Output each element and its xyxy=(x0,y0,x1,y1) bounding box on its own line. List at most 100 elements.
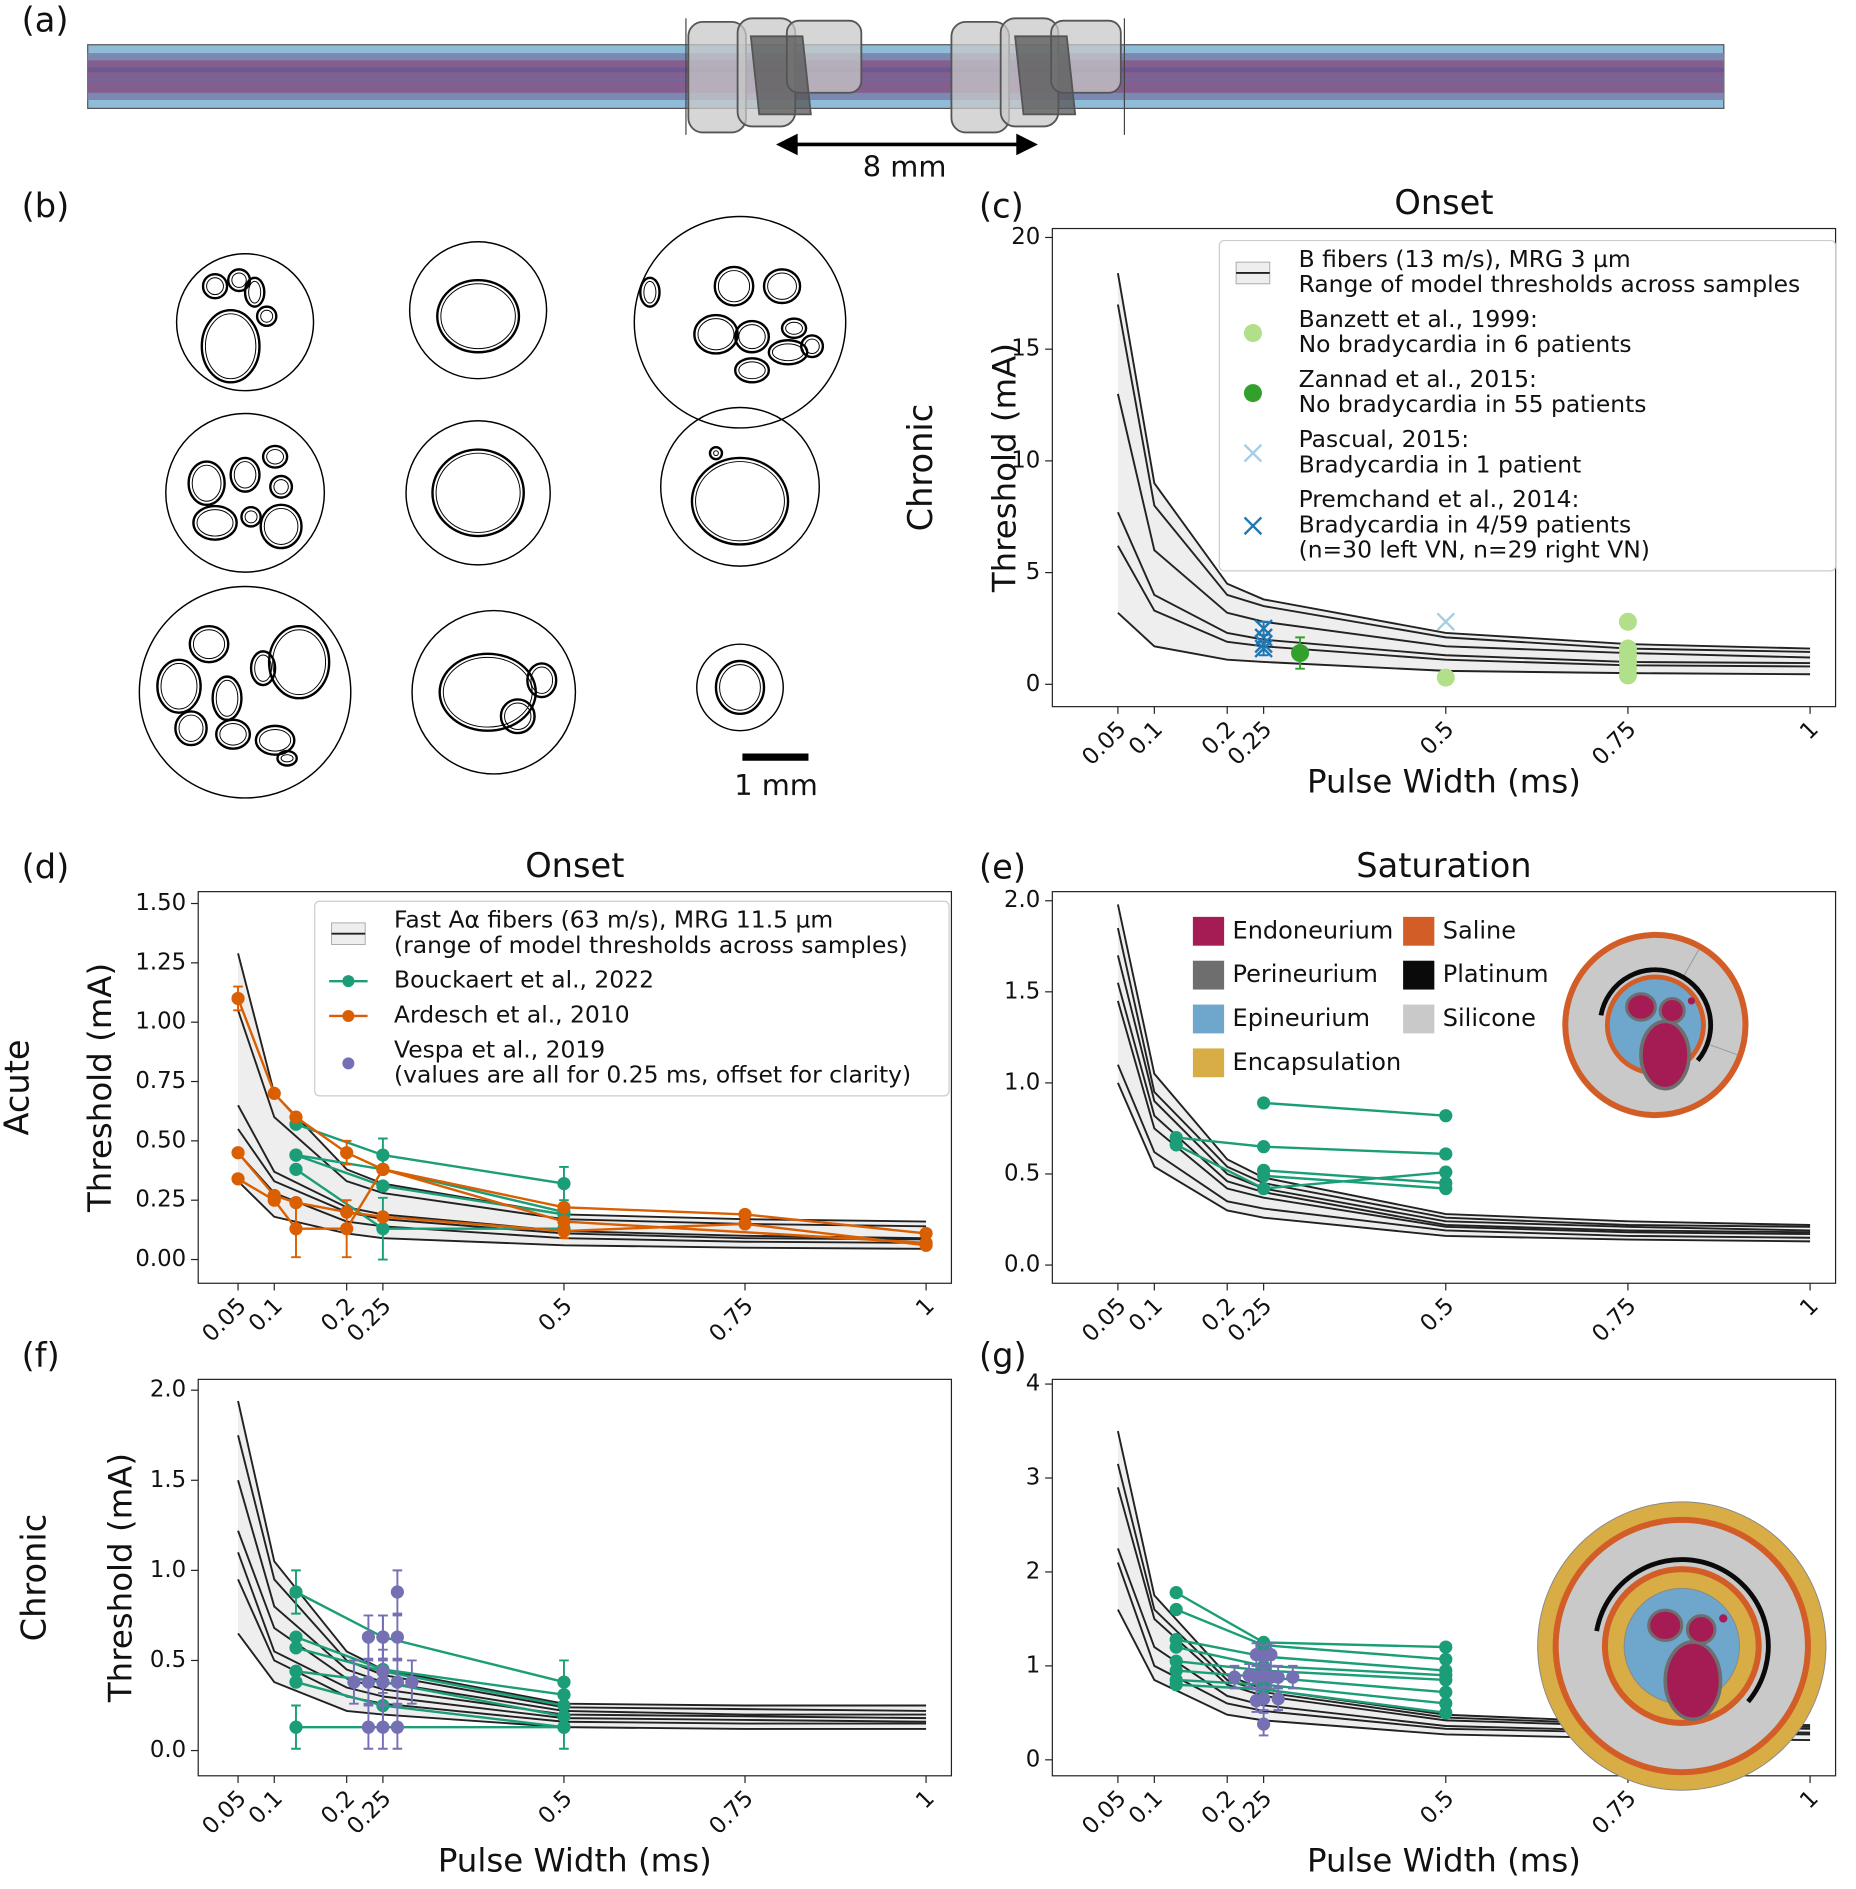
row-label: Chronic xyxy=(901,404,940,532)
fascicle xyxy=(269,474,294,499)
data-point xyxy=(1169,1654,1183,1668)
panel-label: (g) xyxy=(979,1336,1027,1375)
data-point xyxy=(376,1675,390,1689)
legend-label: Pascual, 2015: xyxy=(1299,425,1469,453)
data-line xyxy=(1263,1169,1446,1185)
fascicle-inner xyxy=(206,277,224,296)
data-point xyxy=(1271,1670,1285,1684)
x-tick-label: 0.25 xyxy=(1223,1785,1277,1839)
x-tick-label: 1 xyxy=(1795,1785,1824,1814)
legend-marker xyxy=(1243,443,1263,463)
row-label: Chronic xyxy=(15,1514,54,1642)
fascicle xyxy=(639,276,661,308)
data-point xyxy=(1257,1717,1271,1731)
x-tick-label: 0.05 xyxy=(1077,1785,1131,1839)
x-tick-label: 0.05 xyxy=(1077,1293,1131,1347)
data-point xyxy=(1439,1109,1453,1123)
chart-title: Onset xyxy=(1394,183,1493,222)
panel-label: (a) xyxy=(22,0,69,39)
fascicle xyxy=(187,460,226,507)
data-point xyxy=(557,1214,571,1229)
y-tick-label: 0.50 xyxy=(135,1127,186,1153)
data-point xyxy=(376,1148,390,1162)
data-point xyxy=(1439,1652,1453,1666)
data-point xyxy=(361,1675,376,1689)
data-point xyxy=(289,1110,303,1124)
data-point xyxy=(361,1630,376,1644)
fascicle xyxy=(714,659,766,716)
data-line xyxy=(1263,1174,1446,1190)
data-point xyxy=(267,1086,281,1100)
material-label: Saline xyxy=(1443,916,1516,944)
y-tick-label: 0.0 xyxy=(150,1737,186,1763)
fascicle xyxy=(261,444,289,469)
data-point xyxy=(1439,1640,1453,1654)
data-point xyxy=(1169,1602,1183,1617)
legend-marker xyxy=(342,975,355,988)
fascicle xyxy=(255,305,278,328)
fascicle-inner xyxy=(248,280,262,304)
legend-label: (n=30 left VN, n=29 right VN) xyxy=(1299,536,1650,564)
nerve-layer xyxy=(87,67,1724,73)
material-label: Encapsulation xyxy=(1233,1048,1402,1076)
data-point xyxy=(1257,1181,1271,1196)
data-point xyxy=(1169,1586,1183,1600)
data-point xyxy=(738,1207,752,1222)
legend-label: Ardesch et al., 2010 xyxy=(394,1000,630,1028)
data-point xyxy=(1436,668,1455,687)
data-point xyxy=(1257,1096,1271,1110)
fascicle xyxy=(201,272,229,300)
model-range-band xyxy=(1117,273,1811,675)
model-line xyxy=(1117,1082,1811,1243)
fascicle xyxy=(174,710,208,747)
x-axis-label: Pulse Width (ms) xyxy=(1307,763,1581,801)
y-tick-label: 0.5 xyxy=(1004,1160,1040,1186)
legend-label: B fibers (13 m/s), MRG 3 µm xyxy=(1299,245,1631,273)
material-swatch xyxy=(1192,916,1225,946)
y-tick-label: 0.75 xyxy=(135,1068,186,1094)
fascicle-inner xyxy=(530,666,554,694)
panel-label: (d) xyxy=(22,847,70,886)
panel-label: (b) xyxy=(22,187,70,226)
data-point xyxy=(1271,1692,1285,1706)
data-point xyxy=(1439,1673,1453,1687)
y-tick-label: 1.0 xyxy=(1004,1069,1040,1095)
fascicle-inner xyxy=(738,361,766,380)
data-point xyxy=(376,1630,390,1644)
x-tick-label: 0.1 xyxy=(1124,1293,1168,1337)
data-point xyxy=(405,1675,419,1689)
x-tick-label: 0.25 xyxy=(342,1785,396,1839)
fascicle-inner xyxy=(263,507,299,545)
nerve-section xyxy=(408,241,548,380)
data-point xyxy=(557,1675,571,1689)
fascicle xyxy=(800,334,825,359)
fascicle-inner xyxy=(260,309,274,323)
nerve-section xyxy=(411,609,577,775)
legend-label: Bradycardia in 4/59 patients xyxy=(1299,510,1632,538)
data-point xyxy=(347,1675,361,1689)
legend-label: Premchand et al., 2014: xyxy=(1299,485,1580,513)
y-tick-label: 10 xyxy=(1011,447,1040,473)
x-tick-label: 1 xyxy=(911,1785,940,1814)
x-tick-label: 1 xyxy=(911,1293,940,1322)
data-point xyxy=(289,1162,303,1176)
axes-frame xyxy=(1051,891,1837,1284)
data-point xyxy=(289,1720,303,1734)
data-point xyxy=(557,1688,571,1702)
data-point xyxy=(1169,1138,1183,1152)
fascicle-inner xyxy=(192,629,226,660)
data-point xyxy=(919,1226,933,1241)
material-swatch xyxy=(1403,1004,1435,1034)
fascicle-inner xyxy=(504,702,532,730)
y-tick-label: 2.0 xyxy=(150,1377,186,1403)
axes-frame xyxy=(1051,1378,1837,1777)
x-tick-label: 0.5 xyxy=(534,1293,578,1337)
data-point xyxy=(376,1179,390,1193)
fascicle-inner xyxy=(178,714,204,742)
fascicle-inner xyxy=(254,654,272,682)
legend-label: Fast Aα fibers (63 m/s), MRG 11.5 µm xyxy=(394,906,833,934)
data-point xyxy=(231,1172,245,1186)
inset-fascicle xyxy=(1647,1608,1684,1643)
fascicle xyxy=(713,265,755,307)
x-tick-label: 0.5 xyxy=(1415,1293,1459,1337)
